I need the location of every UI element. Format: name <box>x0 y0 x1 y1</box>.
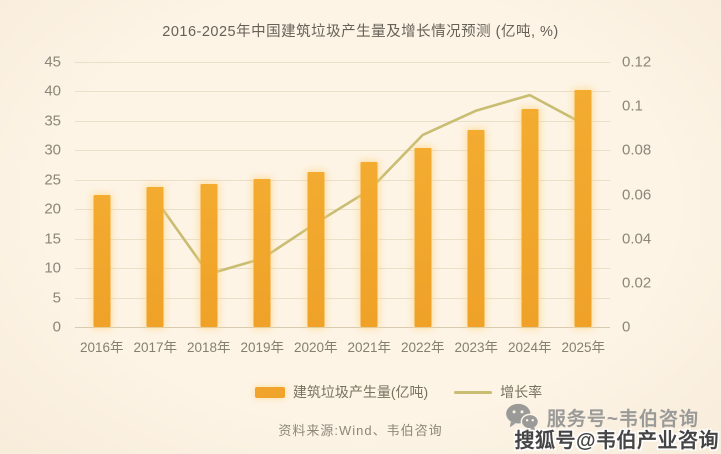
bar-2025年 <box>574 90 592 327</box>
x-tick-2025年: 2025年 <box>561 340 606 355</box>
bar-2017年 <box>146 186 164 327</box>
y-left-tick-45: 45 <box>44 53 61 71</box>
bar-2020年 <box>307 171 325 327</box>
bar-2022年 <box>414 147 432 327</box>
service-account-row: 服务号~韦伯咨询 <box>505 403 699 431</box>
x-tick-2022年: 2022年 <box>400 340 445 355</box>
x-tick-2018年: 2018年 <box>186 340 231 355</box>
bar-2021年 <box>360 162 378 327</box>
wechat-icon <box>506 403 539 431</box>
bar-2024年 <box>521 109 539 327</box>
y-left-tick-5: 5 <box>52 289 61 307</box>
bar-2019年 <box>253 179 271 327</box>
y-left-tick-15: 15 <box>44 230 61 248</box>
gridline-10 <box>75 268 610 270</box>
bar-2016年 <box>93 195 111 327</box>
x-tick-2016年: 2016年 <box>79 340 124 355</box>
y-right-tick-0.08: 0.08 <box>622 141 652 159</box>
y-left-tick-30: 30 <box>44 141 61 159</box>
y-left-tick-40: 40 <box>44 82 61 100</box>
sohu-watermark-text: 搜狐号@韦伯产业咨询 <box>514 430 719 452</box>
line-series-label: 增长率 <box>500 384 543 400</box>
x-tick-2017年: 2017年 <box>133 340 178 355</box>
gridline-45 <box>75 62 610 63</box>
y-right-tick-0.06: 0.06 <box>622 186 652 203</box>
gridline-25 <box>75 179 610 181</box>
x-tick-2024年: 2024年 <box>507 340 552 355</box>
y-left-tick-0: 0 <box>52 318 61 336</box>
y-right-tick-0: 0 <box>622 318 631 336</box>
line-series-swatch <box>454 390 493 394</box>
gridline-40 <box>75 91 610 93</box>
x-tick-2019年: 2019年 <box>240 340 285 355</box>
bar-2018年 <box>200 183 218 327</box>
service-account-text: 服务号~韦伯咨询 <box>546 408 699 430</box>
source-text: 资料来源:Wind、韦伯咨询 <box>278 423 443 438</box>
legend-item-line: 增长率 <box>454 382 542 402</box>
x-tick-2020年: 2020年 <box>293 340 338 355</box>
gridline-35 <box>75 120 610 122</box>
gridline-15 <box>75 238 610 240</box>
plot-area: 0 5 10 15 20 25 30 35 40 45 2016年 2017年 2018年 2019年 20… <box>44 54 610 355</box>
y-left-tick-10: 10 <box>44 259 61 277</box>
chart-title: 2016-2025年中国建筑垃圾产生量及增长情况预测 (亿吨, %) <box>162 24 559 40</box>
y-right-tick-0.04: 0.04 <box>622 230 652 248</box>
x-tick-2023年: 2023年 <box>454 340 499 355</box>
bar-2023年 <box>467 130 485 327</box>
gridline-0 <box>75 327 610 328</box>
gridline-30 <box>75 150 610 152</box>
y-left-tick-20: 20 <box>44 200 61 218</box>
y-left-tick-35: 35 <box>44 112 61 130</box>
legend: 建筑垃圾产生量(亿吨) 增长率 <box>38 382 721 402</box>
x-tick-2021年: 2021年 <box>347 340 392 355</box>
gridline-5 <box>75 297 610 299</box>
bar-series-swatch <box>254 386 285 398</box>
y-right-tick-0.1: 0.1 <box>622 97 643 115</box>
gridline-20 <box>75 209 610 211</box>
bar-series-label: 建筑垃圾产生量(亿吨) <box>292 384 429 400</box>
legend-item-bars: 建筑垃圾产生量(亿吨) <box>254 382 429 402</box>
y-right-tick-0.02: 0.02 <box>622 274 652 292</box>
y-left-tick-25: 25 <box>44 171 61 189</box>
y-right-tick-0.12: 0.12 <box>622 53 652 71</box>
